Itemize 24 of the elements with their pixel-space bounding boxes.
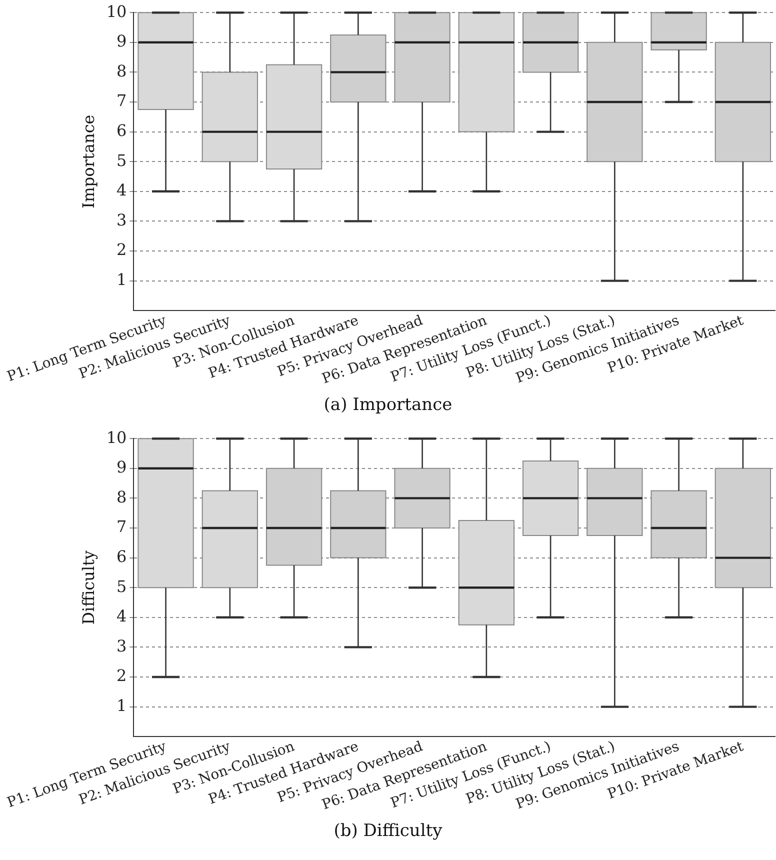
y-tick-label: 6 (116, 120, 127, 140)
y-tick-label: 4 (116, 180, 127, 200)
y-axis-title: Difficulty (78, 550, 98, 625)
y-tick-label: 1 (116, 696, 127, 715)
y-tick-label: 2 (116, 666, 127, 686)
text: (a) Importance (322, 394, 454, 417)
y-tick-label: 3 (116, 636, 127, 656)
y-axis-title: Importance (78, 114, 98, 208)
y-tick-label: 4 (116, 606, 127, 626)
y-tick-label: 1 (116, 270, 127, 289)
y-tick-label: 7 (116, 517, 127, 536)
y-tick-label: 9 (116, 458, 127, 477)
y-tick-label: 5 (116, 576, 127, 596)
y-tick-label: 8 (116, 487, 127, 506)
y-tick-label: 10 (106, 428, 127, 447)
y-tick-label: 6 (116, 546, 127, 566)
y-tick-label: 9 (116, 32, 127, 51)
y-tick-label: 3 (116, 210, 127, 230)
y-tick-label: 2 (116, 240, 127, 260)
y-tick-label: 8 (116, 61, 127, 80)
text: (b) Difficulty (332, 820, 444, 843)
y-tick-label: 10 (106, 2, 127, 21)
y-tick-label: 7 (116, 91, 127, 110)
y-tick-label: 5 (116, 150, 127, 170)
